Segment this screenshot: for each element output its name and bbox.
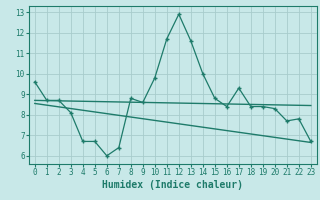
X-axis label: Humidex (Indice chaleur): Humidex (Indice chaleur) [102,180,243,190]
